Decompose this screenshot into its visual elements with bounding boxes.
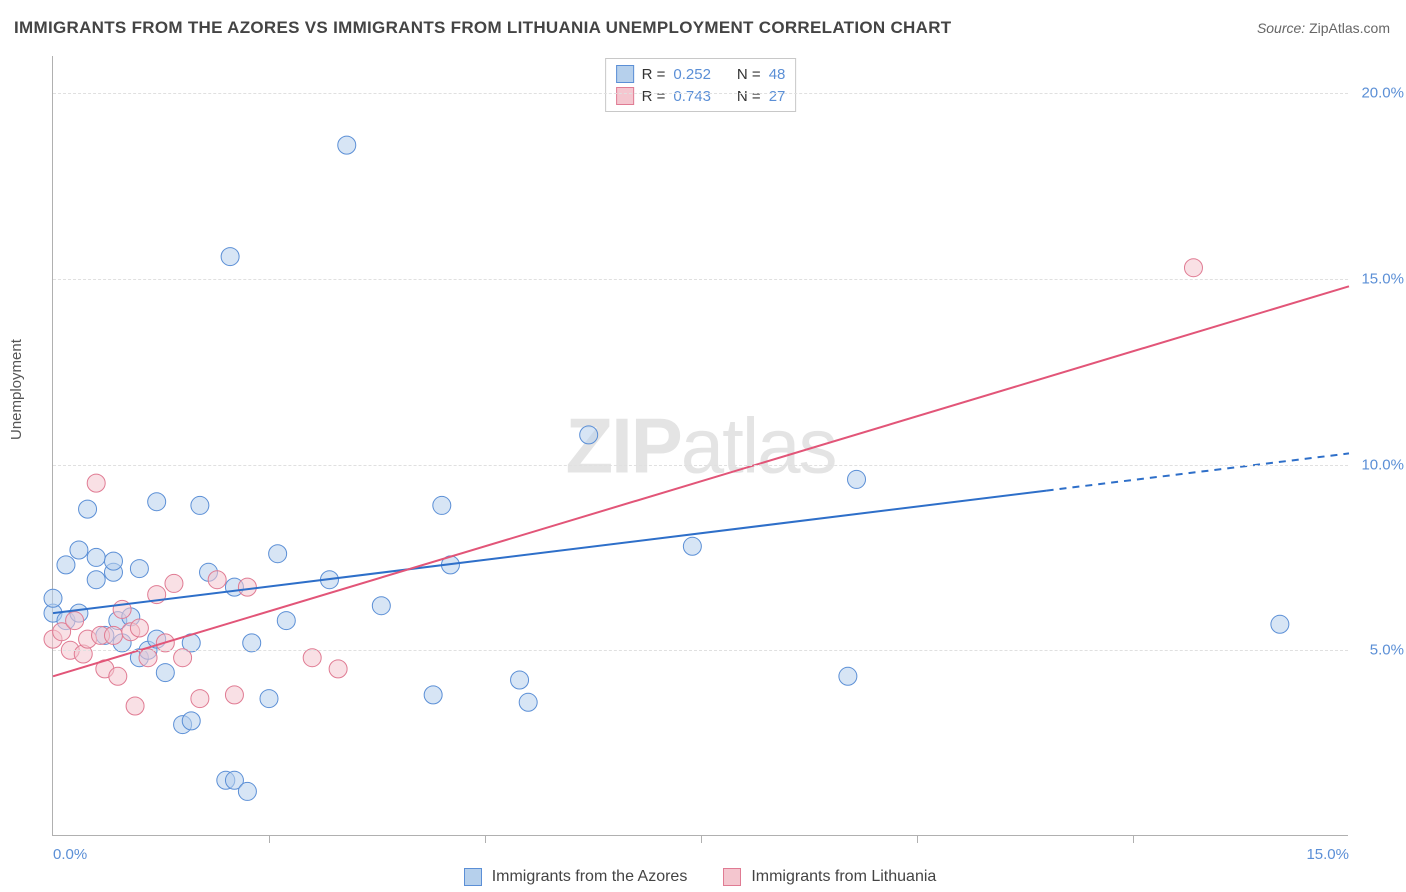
data-point: [519, 693, 537, 711]
data-point: [130, 560, 148, 578]
data-point: [238, 578, 256, 596]
data-point: [683, 537, 701, 555]
legend-label-lithuania: Immigrants from Lithuania: [751, 868, 936, 886]
y-tick-label: 15.0%: [1361, 270, 1404, 287]
gridline-h: [53, 650, 1348, 651]
x-tick: [485, 835, 486, 843]
data-point: [70, 541, 88, 559]
data-point: [104, 626, 122, 644]
trend-line: [53, 286, 1349, 676]
data-point: [225, 686, 243, 704]
data-point: [1184, 259, 1202, 277]
x-tick: [269, 835, 270, 843]
data-point: [44, 589, 62, 607]
swatch-azores-bottom: [464, 868, 482, 886]
legend-label-azores: Immigrants from the Azores: [492, 868, 688, 886]
data-point: [165, 574, 183, 592]
legend-item-lithuania: Immigrants from Lithuania: [723, 868, 936, 886]
data-point: [126, 697, 144, 715]
data-point: [221, 248, 239, 266]
data-point: [57, 556, 75, 574]
data-point: [277, 612, 295, 630]
data-point: [104, 552, 122, 570]
source-attribution: Source: ZipAtlas.com: [1257, 20, 1390, 36]
x-tick-label: 15.0%: [1306, 846, 1349, 863]
data-point: [66, 612, 84, 630]
x-tick: [701, 835, 702, 843]
data-point: [433, 496, 451, 514]
data-point: [208, 571, 226, 589]
data-point: [329, 660, 347, 678]
data-point: [191, 690, 209, 708]
y-tick-label: 10.0%: [1361, 456, 1404, 473]
legend-item-azores: Immigrants from the Azores: [464, 868, 688, 886]
data-point: [156, 664, 174, 682]
scatter-svg: [53, 56, 1348, 835]
data-point: [243, 634, 261, 652]
data-point: [839, 667, 857, 685]
chart-plot-area: ZIPatlas R = 0.252 N = 48 R = 0.743 N = …: [52, 56, 1348, 836]
swatch-lithuania-bottom: [723, 868, 741, 886]
data-point: [109, 667, 127, 685]
data-point: [87, 548, 105, 566]
x-tick: [917, 835, 918, 843]
data-point: [303, 649, 321, 667]
bottom-legend: Immigrants from the Azores Immigrants fr…: [52, 868, 1348, 886]
source-label: Source:: [1257, 20, 1305, 36]
gridline-h: [53, 93, 1348, 94]
data-point: [580, 426, 598, 444]
data-point: [1271, 615, 1289, 633]
data-point: [139, 649, 157, 667]
data-point: [511, 671, 529, 689]
x-tick: [1133, 835, 1134, 843]
data-point: [372, 597, 390, 615]
y-tick-label: 20.0%: [1361, 85, 1404, 102]
trend-line-extrapolated: [1047, 453, 1349, 490]
y-tick-label: 5.0%: [1370, 642, 1404, 659]
source-value: ZipAtlas.com: [1309, 20, 1390, 36]
gridline-h: [53, 465, 1348, 466]
data-point: [87, 474, 105, 492]
chart-title: IMMIGRANTS FROM THE AZORES VS IMMIGRANTS…: [14, 18, 951, 38]
data-point: [848, 470, 866, 488]
data-point: [191, 496, 209, 514]
gridline-h: [53, 279, 1348, 280]
data-point: [79, 500, 97, 518]
y-axis-label: Unemployment: [8, 339, 25, 440]
data-point: [148, 493, 166, 511]
data-point: [269, 545, 287, 563]
x-tick-label: 0.0%: [53, 846, 87, 863]
data-point: [338, 136, 356, 154]
data-point: [182, 712, 200, 730]
data-point: [87, 571, 105, 589]
data-point: [238, 782, 256, 800]
data-point: [130, 619, 148, 637]
data-point: [260, 690, 278, 708]
data-point: [174, 649, 192, 667]
data-point: [424, 686, 442, 704]
